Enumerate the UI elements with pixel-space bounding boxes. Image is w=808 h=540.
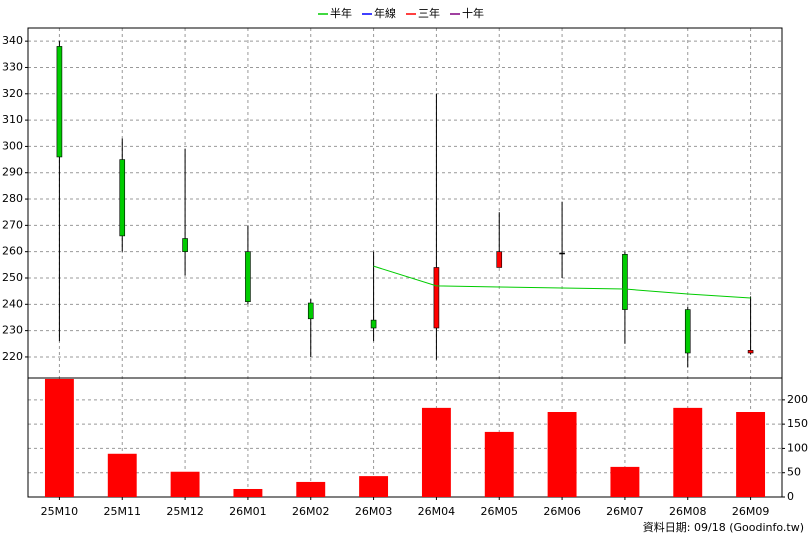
candle-body xyxy=(496,251,503,268)
y-tick-label: 320 xyxy=(2,87,23,100)
y-tick-label: 250 xyxy=(2,271,23,284)
volume-bar xyxy=(44,378,74,497)
x-tick-label: 26M01 xyxy=(229,505,267,518)
y-tick-label: 290 xyxy=(2,166,23,179)
y-tick-label: 280 xyxy=(2,192,23,205)
x-tick-label: 26M09 xyxy=(732,505,770,518)
volume-frame xyxy=(27,377,783,498)
y-tick-label: 300 xyxy=(2,139,23,152)
x-tick-label: 25M12 xyxy=(166,505,204,518)
legend-label: 十年 xyxy=(462,6,484,20)
y-tick-label: 240 xyxy=(2,297,23,310)
x-tick-label: 25M10 xyxy=(41,505,79,518)
y-tick-label: 330 xyxy=(2,60,23,73)
candle-body xyxy=(56,46,63,158)
candle-body xyxy=(559,252,565,255)
volume-bar xyxy=(484,431,514,497)
volume-bar xyxy=(547,412,577,497)
volume-bar xyxy=(233,488,263,497)
y-tick-label: 310 xyxy=(2,113,23,126)
x-tick-label: 26M07 xyxy=(606,505,644,518)
volume-bar xyxy=(107,453,137,497)
source-note: 資料日期: 09/18 (Goodinfo.tw) xyxy=(643,520,804,534)
y2-tick-label: 100 xyxy=(787,441,808,454)
y-tick-label: 260 xyxy=(2,245,23,258)
y-tick-label: 230 xyxy=(2,324,23,337)
y-tick-label: 270 xyxy=(2,218,23,231)
x-tick-label: 26M02 xyxy=(292,505,330,518)
candle-body xyxy=(747,350,754,354)
candle-body xyxy=(433,267,440,329)
candle-body xyxy=(684,309,691,354)
volume-bar xyxy=(421,407,451,497)
candle-body xyxy=(182,238,188,252)
candle-body xyxy=(119,159,126,237)
x-tick-label: 26M08 xyxy=(669,505,707,518)
legend-label: 三年 xyxy=(418,6,440,20)
volume-bar xyxy=(610,466,640,497)
x-tick-label: 26M05 xyxy=(481,505,519,518)
x-tick-label: 26M03 xyxy=(355,505,393,518)
volume-bar xyxy=(296,481,326,497)
ma-line xyxy=(373,265,751,299)
volume-bar xyxy=(736,412,766,497)
legend-label: 年線 xyxy=(374,6,396,20)
y2-tick-label: 0 xyxy=(787,490,794,503)
y-tick-label: 340 xyxy=(2,34,23,47)
y2-tick-label: 200 xyxy=(787,393,808,406)
x-tick-label: 25M11 xyxy=(104,505,142,518)
x-tick-label: 26M06 xyxy=(543,505,581,518)
candle-body xyxy=(307,302,314,320)
price-frame xyxy=(27,27,783,379)
x-tick-label: 26M04 xyxy=(418,505,456,518)
legend-label: 半年 xyxy=(330,6,352,20)
volume-bar xyxy=(359,476,389,497)
y-tick-label: 220 xyxy=(2,350,23,363)
y2-tick-label: 150 xyxy=(787,417,808,430)
volume-bar xyxy=(170,471,200,497)
candle-body xyxy=(622,254,628,310)
candle-body xyxy=(245,251,251,302)
volume-bar xyxy=(673,407,703,497)
candle-body xyxy=(370,319,377,329)
y2-tick-label: 50 xyxy=(787,466,801,479)
